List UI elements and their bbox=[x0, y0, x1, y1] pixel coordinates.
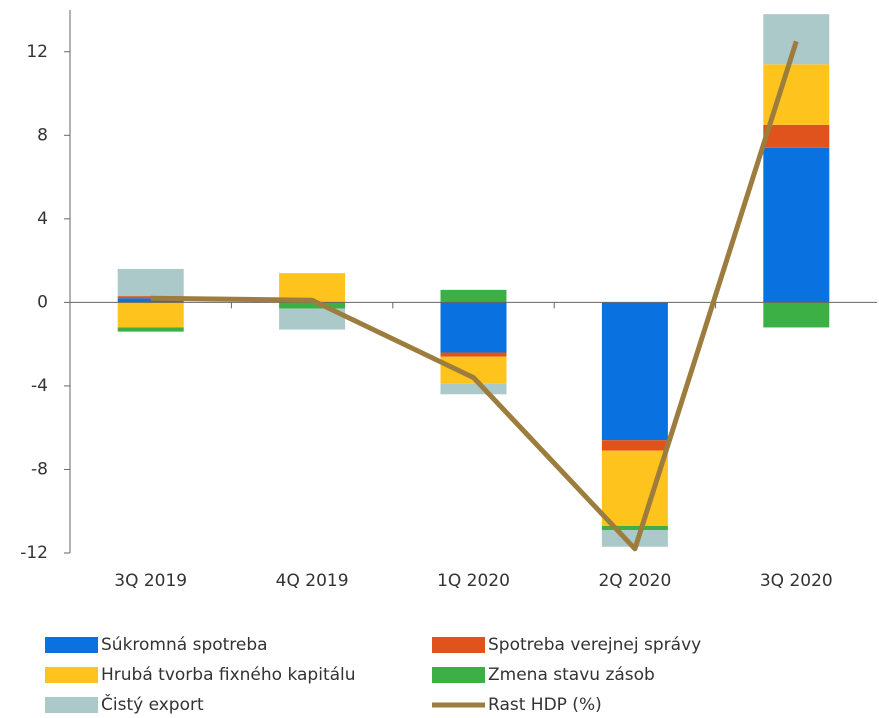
bar bbox=[117, 296, 184, 299]
bar bbox=[117, 327, 184, 332]
legend-label: Rast HDP (%) bbox=[488, 695, 602, 715]
legend-swatch bbox=[45, 637, 98, 653]
legend-label: Čistý export bbox=[101, 693, 204, 715]
bar bbox=[601, 440, 668, 451]
x-tick-label: 2Q 2020 bbox=[598, 571, 671, 591]
legend-label: Spotreba verejnej správy bbox=[488, 635, 701, 655]
bar bbox=[440, 383, 507, 395]
y-tick-label: -12 bbox=[20, 543, 48, 563]
legend-swatch bbox=[45, 667, 98, 683]
bar bbox=[440, 352, 507, 357]
x-tick-label: 3Q 2019 bbox=[114, 571, 187, 591]
bar bbox=[117, 302, 184, 328]
legend-label: Hrubá tvorba fixného kapitálu bbox=[101, 665, 356, 685]
x-tick-label: 1Q 2020 bbox=[437, 571, 510, 591]
bar bbox=[763, 14, 830, 65]
y-tick-label: 4 bbox=[37, 209, 48, 229]
bar bbox=[117, 268, 184, 297]
bar bbox=[763, 124, 830, 148]
bar bbox=[763, 147, 830, 303]
bar bbox=[279, 308, 346, 330]
bar bbox=[601, 450, 668, 526]
bar bbox=[279, 302, 346, 309]
legend-swatch bbox=[432, 637, 485, 653]
legend-swatch bbox=[45, 697, 98, 713]
x-tick-label: 4Q 2019 bbox=[276, 571, 349, 591]
legend-label: Súkromná spotreba bbox=[101, 635, 268, 655]
y-tick-label: 0 bbox=[37, 292, 48, 312]
legend-label: Zmena stavu zásob bbox=[488, 665, 655, 685]
x-tick-label: 3Q 2020 bbox=[760, 571, 833, 591]
y-tick-label: 12 bbox=[26, 42, 48, 62]
y-tick-label: -4 bbox=[31, 376, 48, 396]
bar bbox=[601, 302, 668, 441]
y-tick-label: -8 bbox=[31, 459, 48, 479]
line bbox=[150, 40, 799, 552]
bar bbox=[440, 289, 507, 303]
legend-swatch bbox=[432, 667, 485, 683]
bar bbox=[440, 302, 507, 353]
bar bbox=[763, 302, 830, 328]
bar bbox=[601, 525, 668, 531]
y-tick-label: 8 bbox=[37, 125, 48, 145]
